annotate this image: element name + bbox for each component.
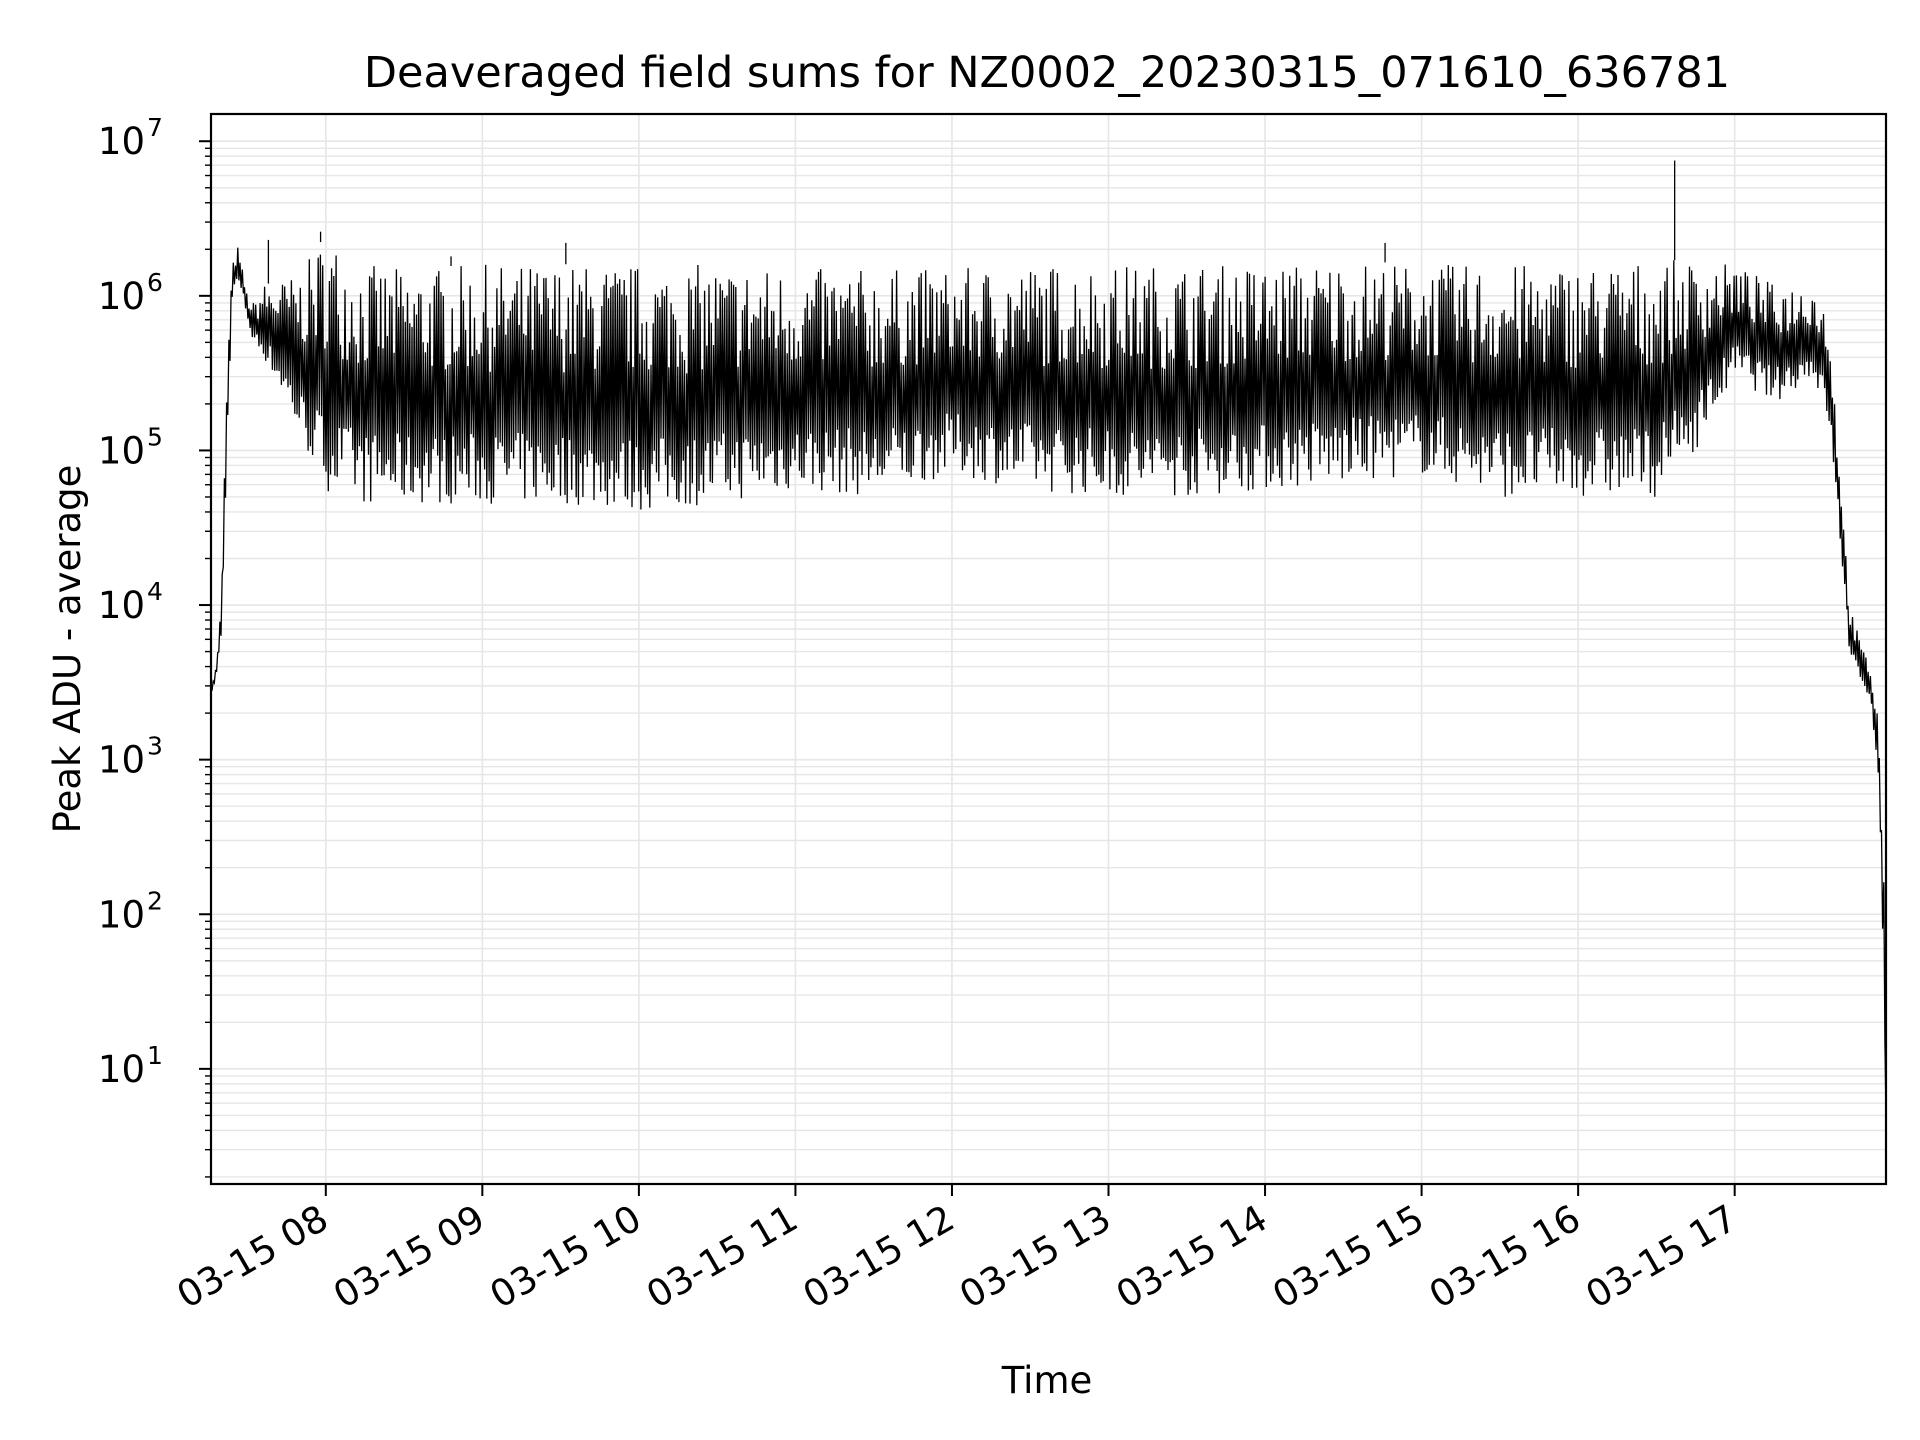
y-tick-exponent: 4 [147,577,163,606]
y-axis-label: Peak ADU - average [46,465,89,834]
y-tick-exponent: 5 [147,422,163,451]
axes-frame [209,112,1888,1186]
y-tick-label: 10 [98,893,145,936]
y-tick-exponent: 1 [147,1041,163,1070]
y-tick-exponent: 6 [147,268,163,297]
y-tick-label: 10 [98,1048,145,1091]
y-tick-exponent: 2 [147,886,163,915]
chart-title: Deaveraged field sums for NZ0002_2023031… [364,48,1730,98]
y-tick-label: 10 [98,429,145,472]
series-line [210,247,1887,1116]
y-tick-exponent: 7 [147,113,163,142]
y-tick-exponent: 3 [147,732,163,761]
x-axis-label: Time [1001,1359,1093,1402]
y-tick-label: 10 [98,584,145,627]
y-tick-label: 10 [98,120,145,163]
y-tick-label: 10 [98,275,145,318]
plot-area [210,160,1887,1116]
y-tick-label: 10 [98,739,145,782]
